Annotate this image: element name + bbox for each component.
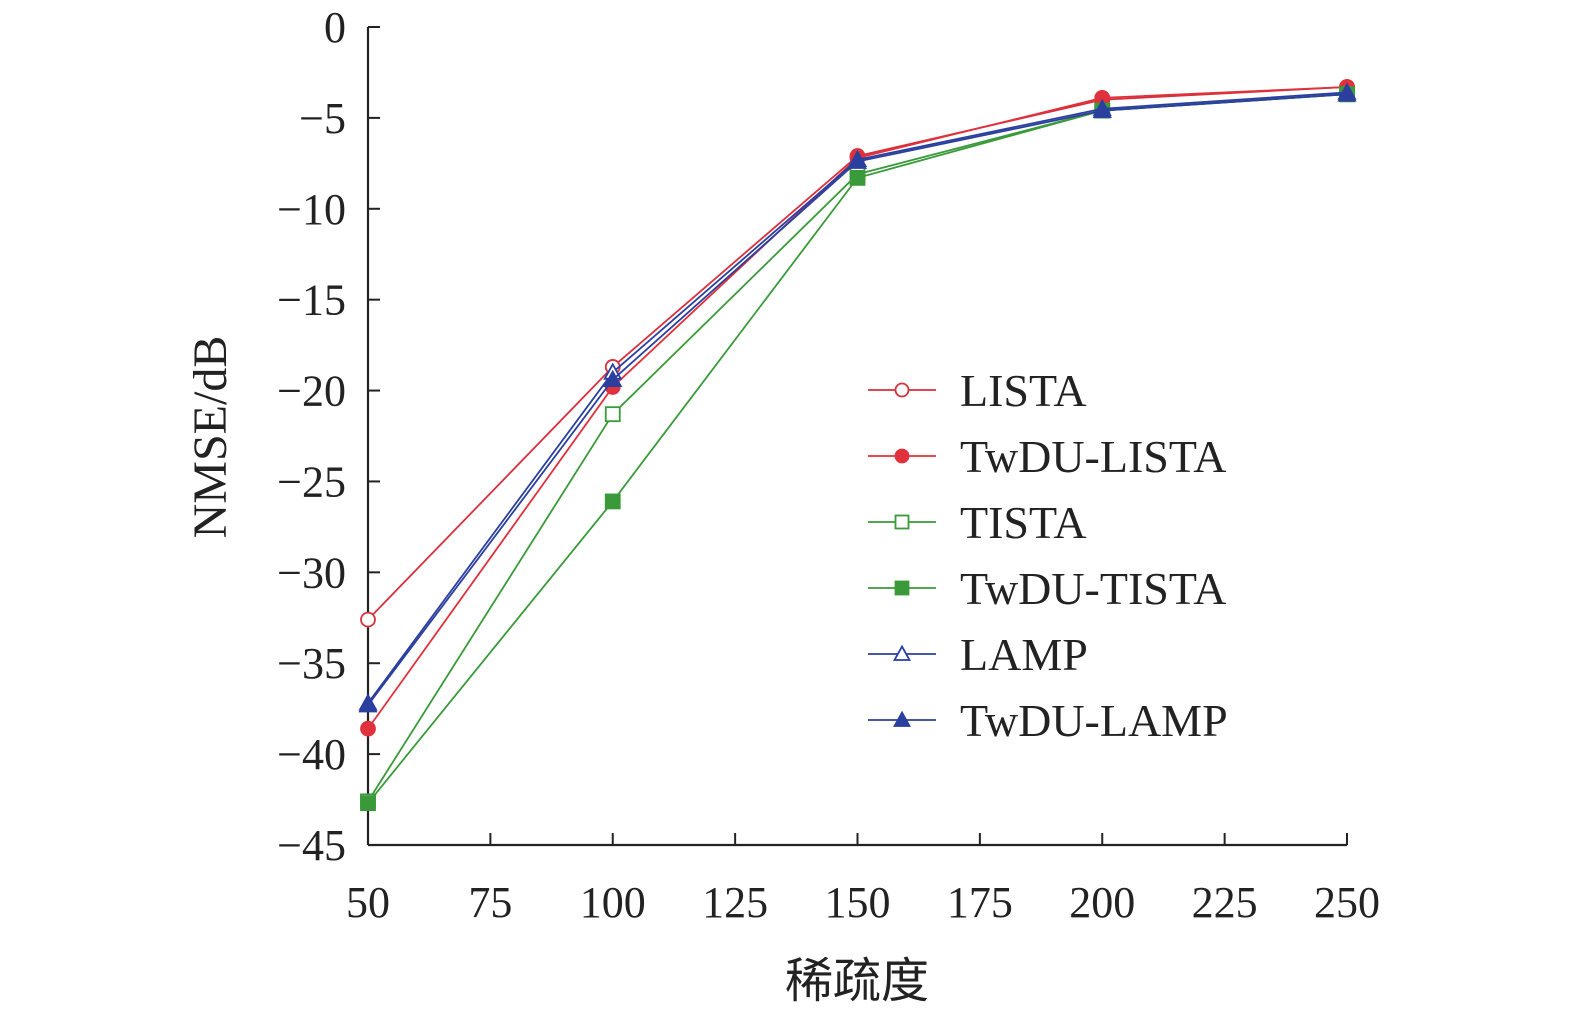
legend-item: TISTA [868, 497, 1087, 548]
x-tick-label: 200 [1069, 878, 1135, 927]
data-point [358, 695, 378, 713]
legend-item: TwDU-TISTA [868, 563, 1227, 614]
legend-marker [892, 710, 912, 727]
data-point [604, 493, 621, 510]
legend-label: TwDU-LISTA [960, 431, 1227, 482]
y-axis-title: NMSE/dB [184, 336, 237, 539]
ticks: 50 75 100 125 150 175 200 225 250 0 −5 −10 −15 −20 −25… [277, 3, 1380, 927]
data-point [1092, 100, 1112, 118]
x-tick-label: 250 [1314, 878, 1380, 927]
y-tick-label: −20 [277, 367, 346, 416]
data-point [603, 369, 623, 387]
series-group [358, 79, 1357, 812]
legend-marker [894, 580, 910, 596]
x-axis-title: 稀疏度 [785, 955, 929, 1008]
data-point [849, 169, 866, 186]
data-point [360, 720, 376, 737]
y-tick-label: −10 [277, 185, 346, 234]
legend-label: TISTA [960, 497, 1087, 548]
x-tick-label: 50 [346, 878, 390, 927]
y-tick-label: −25 [277, 457, 346, 506]
legend-item: LAMP [868, 629, 1088, 680]
x-tick-label: 225 [1192, 878, 1258, 927]
y-tick-label: −30 [277, 548, 346, 597]
y-tick-label: 0 [324, 3, 346, 52]
legend-marker [894, 514, 910, 530]
x-tick-label: 100 [580, 878, 646, 927]
x-tick-label: 75 [468, 878, 512, 927]
y-tick-label: −45 [277, 821, 346, 870]
x-tick-label: 175 [947, 878, 1013, 927]
data-point [847, 151, 868, 169]
y-tick-label: −5 [299, 94, 346, 143]
y-tick-label: −15 [277, 276, 346, 325]
legend-item: TwDU-LAMP [868, 695, 1228, 746]
data-point [1337, 84, 1357, 102]
legend-label: LAMP [960, 629, 1088, 680]
legend-marker [894, 382, 910, 398]
x-tick-label: 150 [825, 878, 891, 927]
legend: LISTA TwDU-LISTA TISTA TwDU-TISTA LAMP TwDU-L… [868, 365, 1228, 746]
legend-label: TwDU-LAMP [960, 695, 1228, 746]
y-tick-label: −40 [277, 730, 346, 779]
data-point [360, 611, 376, 628]
legend-item: TwDU-LISTA [868, 431, 1227, 482]
data-point [604, 406, 621, 423]
legend-label: TwDU-TISTA [960, 563, 1227, 614]
series-twdu-lamp [358, 84, 1357, 713]
x-tick-label: 125 [702, 878, 768, 927]
y-tick-label: −35 [277, 639, 346, 688]
legend-item: LISTA [868, 365, 1087, 416]
legend-marker [894, 448, 910, 464]
data-point [360, 795, 376, 812]
legend-marker [892, 644, 912, 661]
legend-label: LISTA [960, 365, 1087, 416]
